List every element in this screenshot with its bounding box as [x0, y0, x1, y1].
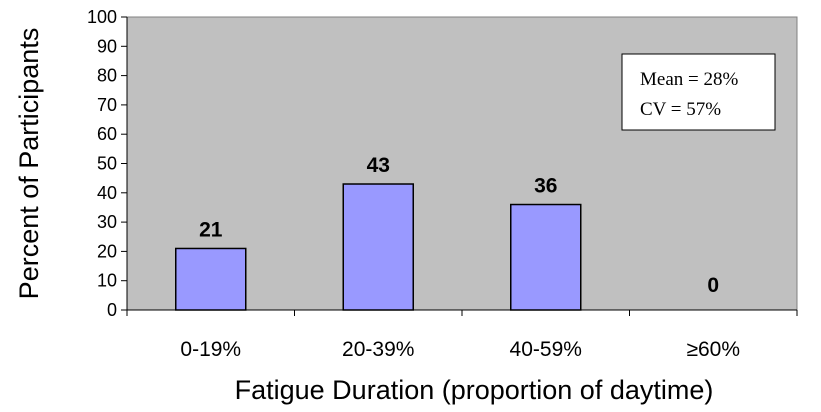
- y-tick-label: 70: [97, 95, 117, 115]
- y-axis-ticks: 0 10 20 30 40 50 60 70 80 90 100: [87, 7, 127, 320]
- y-tick-label: 80: [97, 66, 117, 86]
- category-label: ≥60%: [686, 338, 740, 361]
- bars: [175, 183, 582, 311]
- data-labels: 21 43 36 0: [199, 154, 719, 297]
- y-tick-label: 10: [97, 271, 117, 291]
- bar-0-19%: [175, 247, 247, 311]
- data-label: 36: [534, 175, 557, 198]
- y-tick-label: 30: [97, 212, 117, 232]
- y-axis-title: Percent of Participants: [14, 28, 44, 300]
- data-label: 43: [367, 154, 390, 177]
- x-axis-ticks: [126, 310, 798, 316]
- category-labels: 0-19% 20-39% 40-59% ≥60%: [180, 338, 740, 361]
- category-label: 40-59%: [510, 338, 582, 361]
- annotation-box: [621, 53, 776, 131]
- y-tick-label: 50: [97, 154, 117, 174]
- y-tick-label: 90: [97, 36, 117, 56]
- y-tick-label: 0: [107, 300, 117, 320]
- data-label: 21: [199, 218, 223, 241]
- annotation-mean: Mean = 28%: [640, 69, 738, 90]
- bar-20-39%: [342, 183, 414, 311]
- bar-40-59%: [510, 203, 582, 311]
- y-tick-label: 40: [97, 183, 117, 203]
- x-axis-title: Fatigue Duration (proportion of daytime): [235, 375, 714, 405]
- category-label: 0-19%: [180, 338, 241, 361]
- y-tick-label: 20: [97, 241, 117, 261]
- category-label: 20-39%: [342, 338, 414, 361]
- y-tick-label: 100: [87, 7, 117, 27]
- annotation-cv: CV = 57%: [640, 99, 721, 120]
- data-label: 0: [707, 274, 719, 297]
- y-tick-label: 60: [97, 124, 117, 144]
- stats-annotation-box: Mean = 28% CV = 57%: [621, 53, 776, 131]
